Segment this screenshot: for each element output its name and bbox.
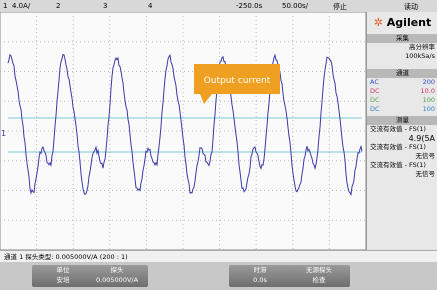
- sample-rate: 100kSa/s: [367, 52, 437, 61]
- measurement-name: 交流有效值 - FS(1): [367, 143, 437, 152]
- softkey-value: 0.005000V/A: [86, 275, 148, 285]
- channel-scale: 100: [423, 105, 435, 114]
- channel: 4: [148, 2, 152, 10]
- section-header: 通道: [367, 69, 437, 78]
- coupling: DC: [370, 96, 380, 105]
- softkey-label: 时滞: [229, 265, 291, 275]
- side-panel: ✲ Agilent 采集 高分辨率 100kSa/s 通道 AC 200 DC 10.…: [366, 12, 437, 250]
- channel-list: AC 200 DC 10.0 DC 100 DC 100: [367, 78, 437, 114]
- trigger: 读动: [404, 2, 418, 12]
- channel: 1: [3, 2, 7, 10]
- channel-row: AC 200: [367, 78, 437, 87]
- scope-screen: 1 4.0A/ 2 3 4 -250.0s 50.00s/ 停止 读动 1 Ou…: [0, 0, 437, 290]
- channel: 2: [56, 2, 60, 10]
- channel-row: DC 10.0: [367, 87, 437, 96]
- measurement-name: 交流有效值 - FS(1): [367, 161, 437, 170]
- channel-row: DC 100: [367, 96, 437, 105]
- softkey-label: 单位: [32, 265, 94, 275]
- brand-name: Agilent: [387, 16, 431, 29]
- status-line: 通道 1 探头类型: 0.005000V/A (200 : 1): [0, 250, 437, 262]
- measurement-name: 交流有效值 - FS(1): [367, 125, 437, 134]
- section-header: 测量: [367, 116, 437, 125]
- measurement-value: 无信号: [367, 170, 437, 179]
- channel-row: DC 100: [367, 105, 437, 114]
- acquire-mode: 高分辨率: [367, 43, 437, 52]
- section-header: 采集: [367, 34, 437, 43]
- coupling: DC: [370, 105, 380, 114]
- softkey-label: 探头: [86, 265, 148, 275]
- softkey-value: 0.0s: [229, 275, 291, 285]
- run-status: 停止: [333, 2, 347, 12]
- annotation: Output current: [204, 76, 271, 86]
- measurement-value: 4.9(5A: [367, 134, 437, 143]
- graticule: 1 Output current: [0, 12, 366, 250]
- channel-scale: 200: [423, 78, 435, 87]
- channel: 3: [103, 2, 107, 10]
- softkey-label: 无源探头: [288, 265, 350, 275]
- channel-scale: 10.0: [421, 87, 435, 96]
- timebase: 50.00s/: [282, 2, 308, 10]
- softkey[interactable]: 无源探头检查: [288, 265, 350, 287]
- softkey-value: 安培: [32, 275, 94, 285]
- coupling: DC: [370, 87, 380, 96]
- top-bar: 1 4.0A/ 2 3 4 -250.0s 50.00s/ 停止 读动: [0, 0, 437, 12]
- scale: 4.0A/: [12, 2, 30, 10]
- softkey-value: 检查: [288, 275, 350, 285]
- channel-marker: 1: [1, 129, 6, 138]
- delay: -250.0s: [236, 2, 262, 10]
- softkey[interactable]: 单位安培: [32, 265, 94, 287]
- channel-scale: 100: [423, 96, 435, 105]
- coupling: AC: [370, 78, 379, 87]
- measurement-value: 无信号: [367, 152, 437, 161]
- brand: ✲ Agilent: [367, 12, 437, 32]
